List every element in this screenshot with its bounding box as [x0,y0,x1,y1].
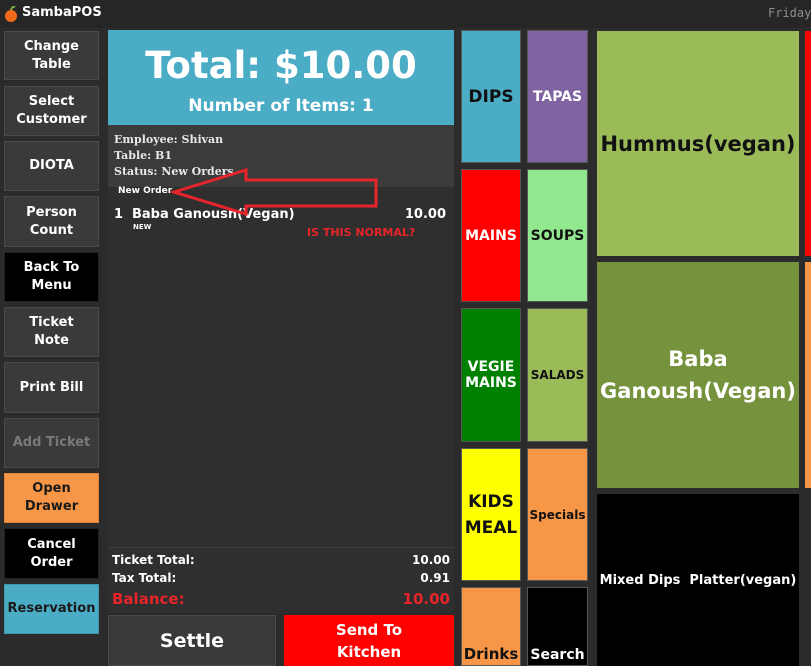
reservation-button[interactable]: Reservation [4,584,99,634]
category-drinks[interactable]: Drinks [461,587,521,666]
status-text: Status: New Orders [114,165,234,178]
order-group-header: New Order [118,186,173,196]
tax-total-label: Tax Total: [112,571,177,585]
ticket-totals: Ticket Total: 10.00 Tax Total: 0.91 Bala… [108,547,454,613]
product-tile-partial[interactable] [805,262,811,488]
title-bar: SambaPOS Friday [0,0,811,28]
category-kids-meal[interactable]: KIDS MEAL [461,448,521,581]
category-salads[interactable]: SALADS [527,308,588,442]
back-to-menu-button[interactable]: Back To Menu [4,252,99,302]
ticket-total-panel: Total: $10.00 Number of Items: 1 [108,30,454,125]
print-bill-button[interactable]: Print Bill [4,362,99,413]
person-count-button[interactable]: Person Count [4,196,99,247]
sambapos-logo-icon [5,6,17,22]
items-count: Number of Items: 1 [188,96,374,116]
product-tile-partial[interactable] [805,31,811,256]
tax-total-value: 0.91 [420,571,450,585]
order-price: 10.00 [404,207,446,222]
date-text: Friday [768,6,811,20]
send-to-kitchen-button[interactable]: Send To Kitchen [284,615,454,666]
category-search[interactable]: Search [527,587,588,666]
add-ticket-button[interactable]: Add Ticket [4,418,99,468]
category-vegie-mains[interactable]: VEGIE MAINS [461,308,521,442]
category-dips[interactable]: DIPS [461,30,521,163]
table-text: Table: B1 [114,149,172,162]
product-mixed-dips-platter[interactable]: Mixed Dips Platter(vegan) [597,494,799,666]
ticket-info: Employee: Shivan Table: B1 Status: New O… [108,125,454,187]
change-table-button[interactable]: Change Table [4,31,99,80]
settle-button[interactable]: Settle [108,615,276,666]
total-amount: Total: $10.00 [145,44,417,87]
category-tapas[interactable]: TAPAS [527,30,588,163]
ticket-total-value: 10.00 [412,553,450,567]
select-customer-button[interactable]: Select Customer [4,86,99,136]
category-soups[interactable]: SOUPS [527,169,588,302]
balance-value: 10.00 [402,590,450,608]
order-name: Baba Ganoush(Vegan) [132,207,295,222]
order-qty: 1 [114,207,124,222]
category-mains[interactable]: MAINS [461,169,521,302]
balance-label: Balance: [112,590,185,608]
ticket-total-label: Ticket Total: [112,553,195,567]
employee-text: Employee: Shivan [114,133,224,146]
ticket-note-button[interactable]: Ticket Note [4,307,99,357]
ticket-orders-area [108,187,454,547]
product-hummus[interactable]: Hummus(vegan) [597,31,799,256]
annotation-arrow-icon [170,167,378,216]
open-drawer-button[interactable]: Open Drawer [4,473,99,523]
cancel-order-button[interactable]: Cancel Order [4,528,99,579]
product-baba-ganoush[interactable]: Baba Ganoush(Vegan) [597,262,799,488]
order-line[interactable]: 1 Baba Ganoush(Vegan) 10.00 NEW [108,200,454,240]
annotation-text: IS THIS NORMAL? [307,226,416,239]
order-tag: NEW [133,223,152,231]
category-specials[interactable]: Specials [527,448,588,581]
diota-button[interactable]: DIOTA [4,141,99,191]
app-name: SambaPOS [22,5,102,20]
